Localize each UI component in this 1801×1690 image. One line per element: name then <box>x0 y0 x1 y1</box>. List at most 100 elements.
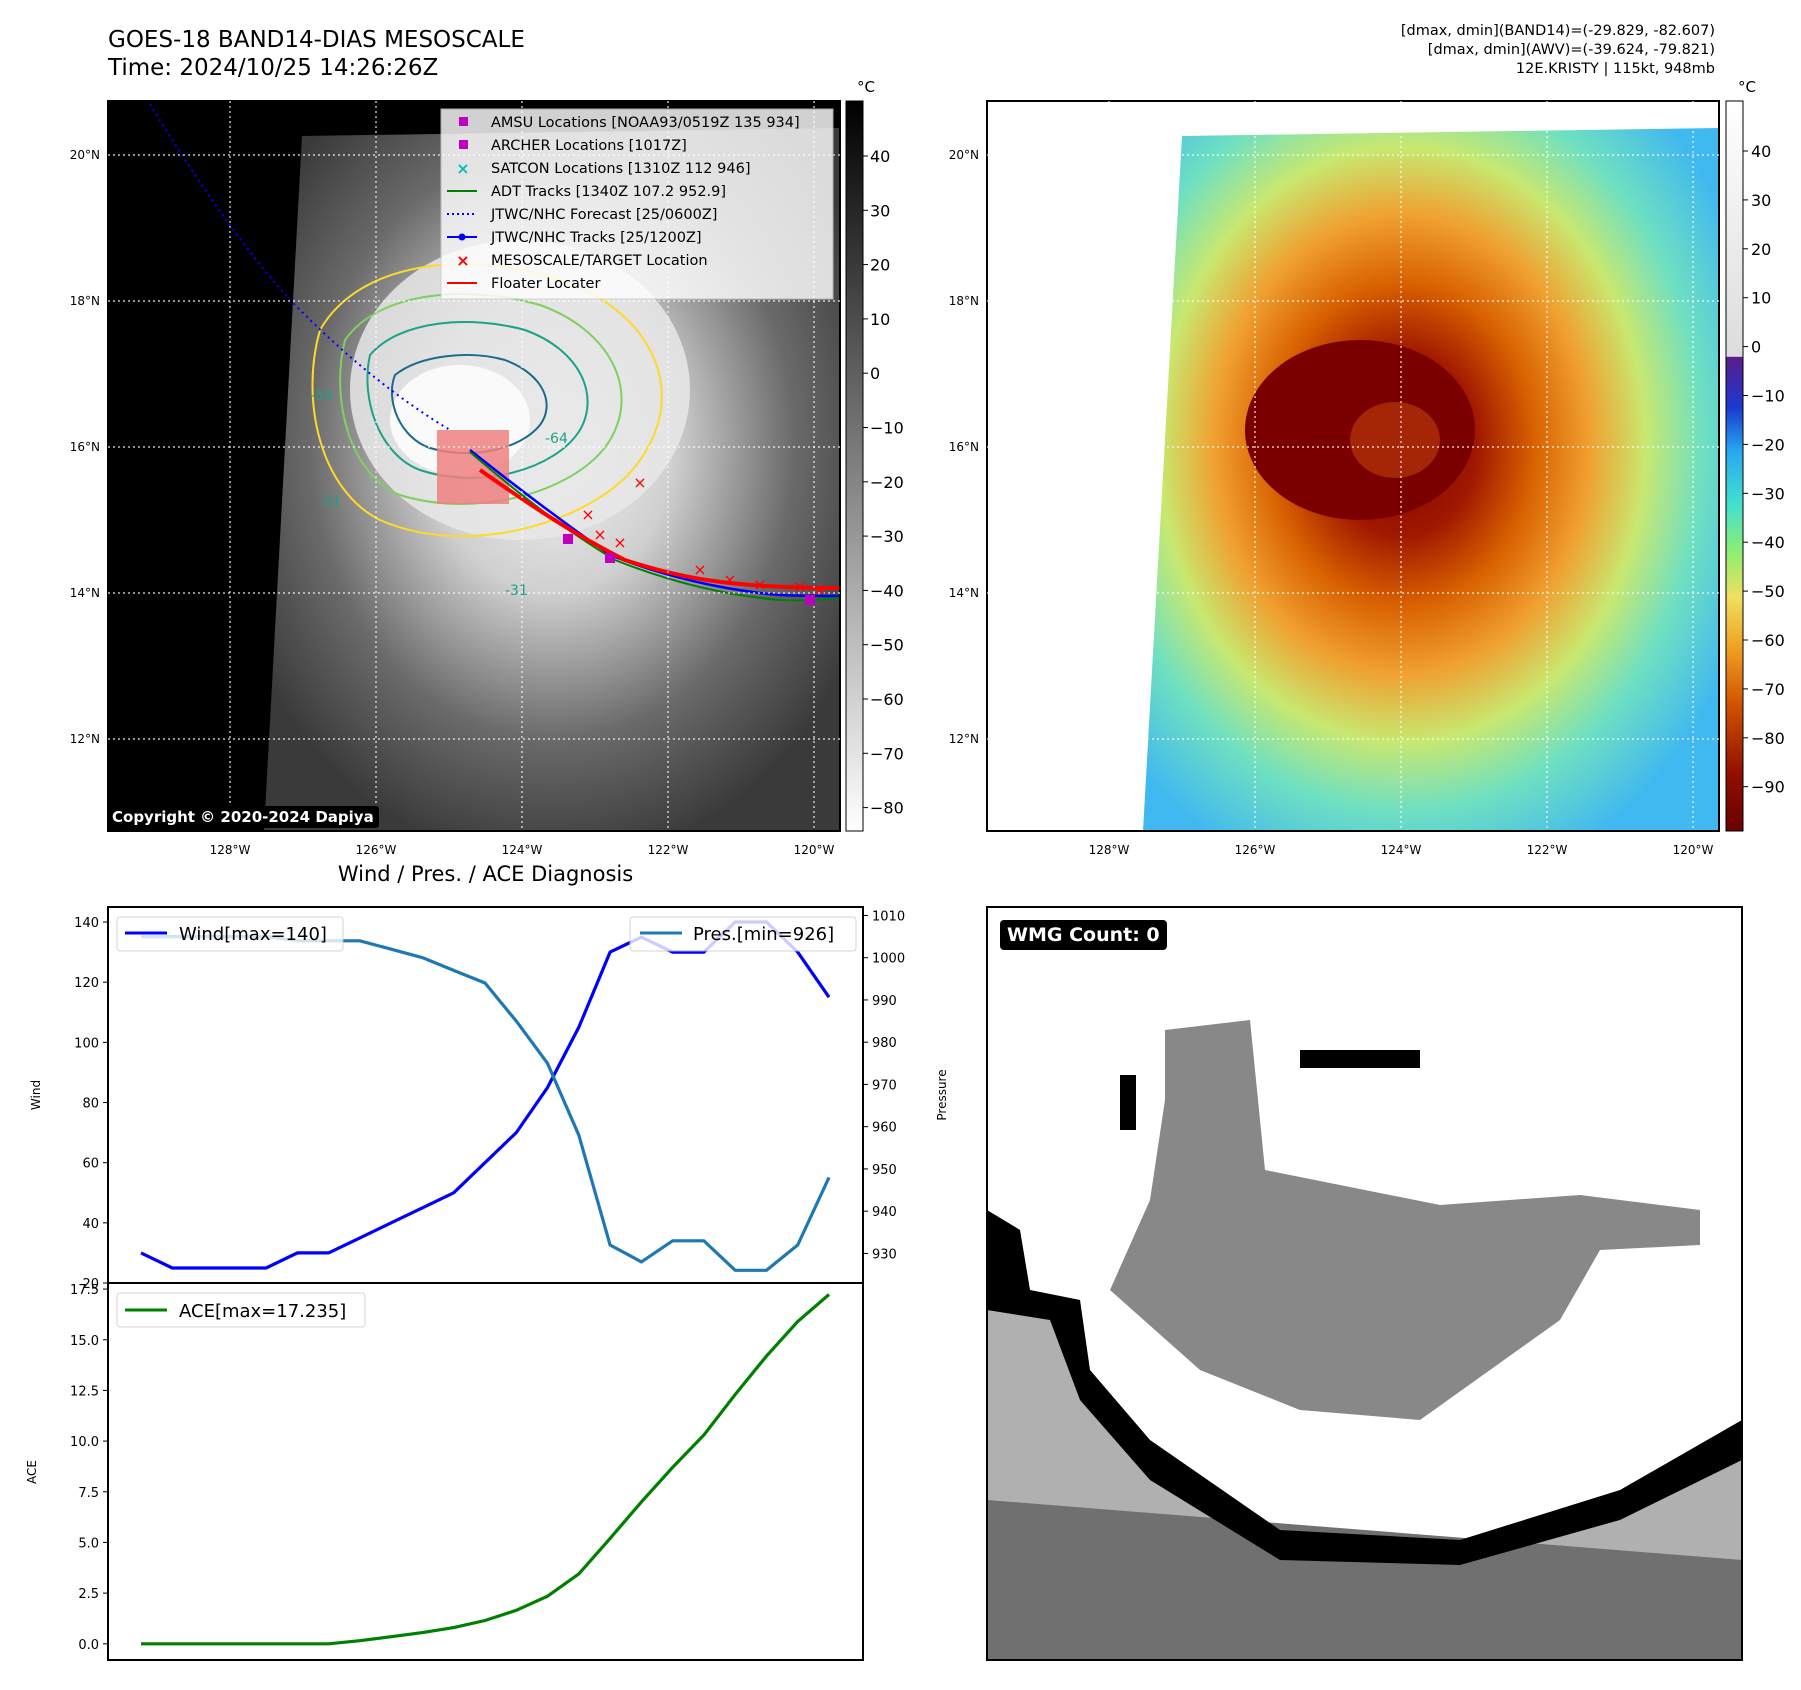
ace-axes-frame <box>107 1282 864 1661</box>
map1-lat-label: 18°N <box>70 294 100 308</box>
colorbar-color-label: −10 <box>1751 387 1785 406</box>
wind-ytick-label: 80 <box>82 1097 99 1112</box>
ace-ytick-label: 2.5 <box>78 1587 99 1602</box>
colorbar-gray-label: −20 <box>870 473 904 492</box>
colorbar-color-label: −50 <box>1751 582 1785 601</box>
map1-lat-label: 16°N <box>70 440 100 454</box>
pressure-legend-label: Pres.[min=926] <box>693 924 834 945</box>
wmg-count-badge: WMG Count: 0 <box>1000 920 1167 950</box>
wind-ylabel: Wind <box>29 1080 43 1110</box>
colorbar-color-label: −40 <box>1751 533 1785 552</box>
map1-amsu-marker <box>605 553 615 563</box>
colorbar-gray-label: −80 <box>870 799 904 818</box>
ace-ytick-label: 5.0 <box>78 1536 99 1551</box>
wind-ytick-label: 140 <box>74 916 99 931</box>
colorbar-gray-unit: °C <box>857 78 875 96</box>
map1-target-box <box>437 430 509 504</box>
colorbar-gray-label: 30 <box>870 201 890 220</box>
map1-lon-label: 120°W <box>794 843 835 857</box>
ace-legend-box <box>116 1292 366 1328</box>
ace-ytick-label: 7.5 <box>78 1486 99 1501</box>
legend-label: SATCON Locations [1310Z 112 946] <box>491 161 750 177</box>
map1-mesoscale-marker: × <box>753 575 766 594</box>
map2-eye-region <box>1350 402 1440 478</box>
legend-marker-x: × <box>456 159 469 178</box>
colorbar-gray-label: 0 <box>870 364 880 383</box>
pressure-ytick-label: 970 <box>872 1078 897 1093</box>
map1-mesoscale-marker: × <box>613 533 626 552</box>
info-band14: [dmax, dmin](BAND14)=(-29.829, -82.607) <box>1400 23 1715 39</box>
colorbar-color-label: −60 <box>1751 631 1785 650</box>
legend-label: ARCHER Locations [1017Z] <box>491 138 687 154</box>
colorbar-gray-label: −50 <box>870 636 904 655</box>
colorbar-gray-label: 10 <box>870 310 890 329</box>
pressure-ylabel: Pressure <box>935 1069 949 1120</box>
map1-mesoscale-marker: × <box>633 473 646 492</box>
legend-marker-square <box>459 117 468 126</box>
wmg-frame <box>986 906 1743 1661</box>
wind-legend-label: Wind[max=140] <box>179 924 327 945</box>
ace-legend-label: ACE[max=17.235] <box>179 1301 346 1322</box>
colorbar-color-label: 0 <box>1751 338 1761 357</box>
colorbar-color-label: −90 <box>1751 778 1785 797</box>
wmg-region-black <box>987 1210 1742 1565</box>
colorbar-gray-label: −30 <box>870 527 904 546</box>
map1-forecast-track <box>149 103 451 431</box>
map1-lon-label: 126°W <box>356 843 397 857</box>
wind-series-line <box>140 920 831 1270</box>
map2-lon-label: 128°W <box>1089 843 1130 857</box>
chart-dynamic-layer: 20°N 18°N 16°N 14°N 12°N 128°W 126°W 124°W 122°W… <box>25 101 1785 1653</box>
map2-lat-label: 20°N <box>949 148 979 162</box>
pressure-ytick-label: 1010 <box>872 909 905 924</box>
pressure-ytick-label: 990 <box>872 994 897 1009</box>
map1-lon-label: 124°W <box>502 843 543 857</box>
figure-time: Time: 2024/10/25 14:26:26Z <box>108 55 439 81</box>
wmg-panel <box>987 907 1742 1660</box>
colorbar-gray-label: −70 <box>870 744 904 763</box>
diagnosis-title: Wind / Pres. / ACE Diagnosis <box>337 862 634 886</box>
map1-lat-label: 14°N <box>70 586 100 600</box>
colorbar-gray-label: −40 <box>870 581 904 600</box>
map1-floater-track <box>478 468 840 590</box>
info-storm: 12E.KRISTY | 115kt, 948mb <box>1515 61 1715 77</box>
wmg-region-gray <box>1110 1020 1700 1420</box>
colorbar-color-label: 10 <box>1751 289 1771 308</box>
ace-ytick-label: 10.0 <box>70 1435 99 1450</box>
colorbar-gray-label: 40 <box>870 147 890 166</box>
colorbar-gray-label: 20 <box>870 256 890 275</box>
wmg-black-streak <box>1300 1050 1420 1068</box>
figure-title: GOES-18 BAND14-DIAS MESOSCALE <box>108 27 525 53</box>
legend-marker-x: × <box>456 251 469 270</box>
ace-ytick-label: 17.5 <box>70 1283 99 1298</box>
pressure-legend-box <box>629 916 857 952</box>
map2-lat-label: 16°N <box>949 440 979 454</box>
map-panel-color <box>987 101 1719 831</box>
legend-marker-square <box>459 140 468 149</box>
map1-amsu-marker <box>563 534 573 544</box>
legend-marker-dot <box>458 233 466 241</box>
map1-mesoscale-marker: × <box>593 525 606 544</box>
colorbar-gray <box>845 100 864 832</box>
map1-contour-label: -31 <box>505 583 528 599</box>
colorbar-color-label: −70 <box>1751 680 1785 699</box>
copyright-badge: Copyright © 2020-2024 Dapiya <box>107 806 379 828</box>
map2-frame <box>986 100 1720 832</box>
ace-ytick-label: 15.0 <box>70 1334 99 1349</box>
pressure-ytick-label: 950 <box>872 1163 897 1178</box>
map1-legend-box <box>440 108 834 300</box>
map1-mesoscale-marker: × <box>813 580 826 599</box>
colorbar-color-label: −20 <box>1751 435 1785 454</box>
map1-amsu-marker <box>805 595 815 605</box>
pressure-ytick-label: 940 <box>872 1205 897 1220</box>
legend-label: MESOSCALE/TARGET Location <box>491 253 708 269</box>
wind-ytick-label: 120 <box>74 976 99 991</box>
pressure-ytick-label: 980 <box>872 1036 897 1051</box>
map2-lon-label: 122°W <box>1527 843 1568 857</box>
wind-pressure-axes-frame <box>107 906 864 1284</box>
pressure-ytick-label: 960 <box>872 1121 897 1136</box>
wind-legend-box <box>116 916 344 952</box>
pressure-ytick-label: 930 <box>872 1247 897 1262</box>
colorbar-color-label: −30 <box>1751 484 1785 503</box>
